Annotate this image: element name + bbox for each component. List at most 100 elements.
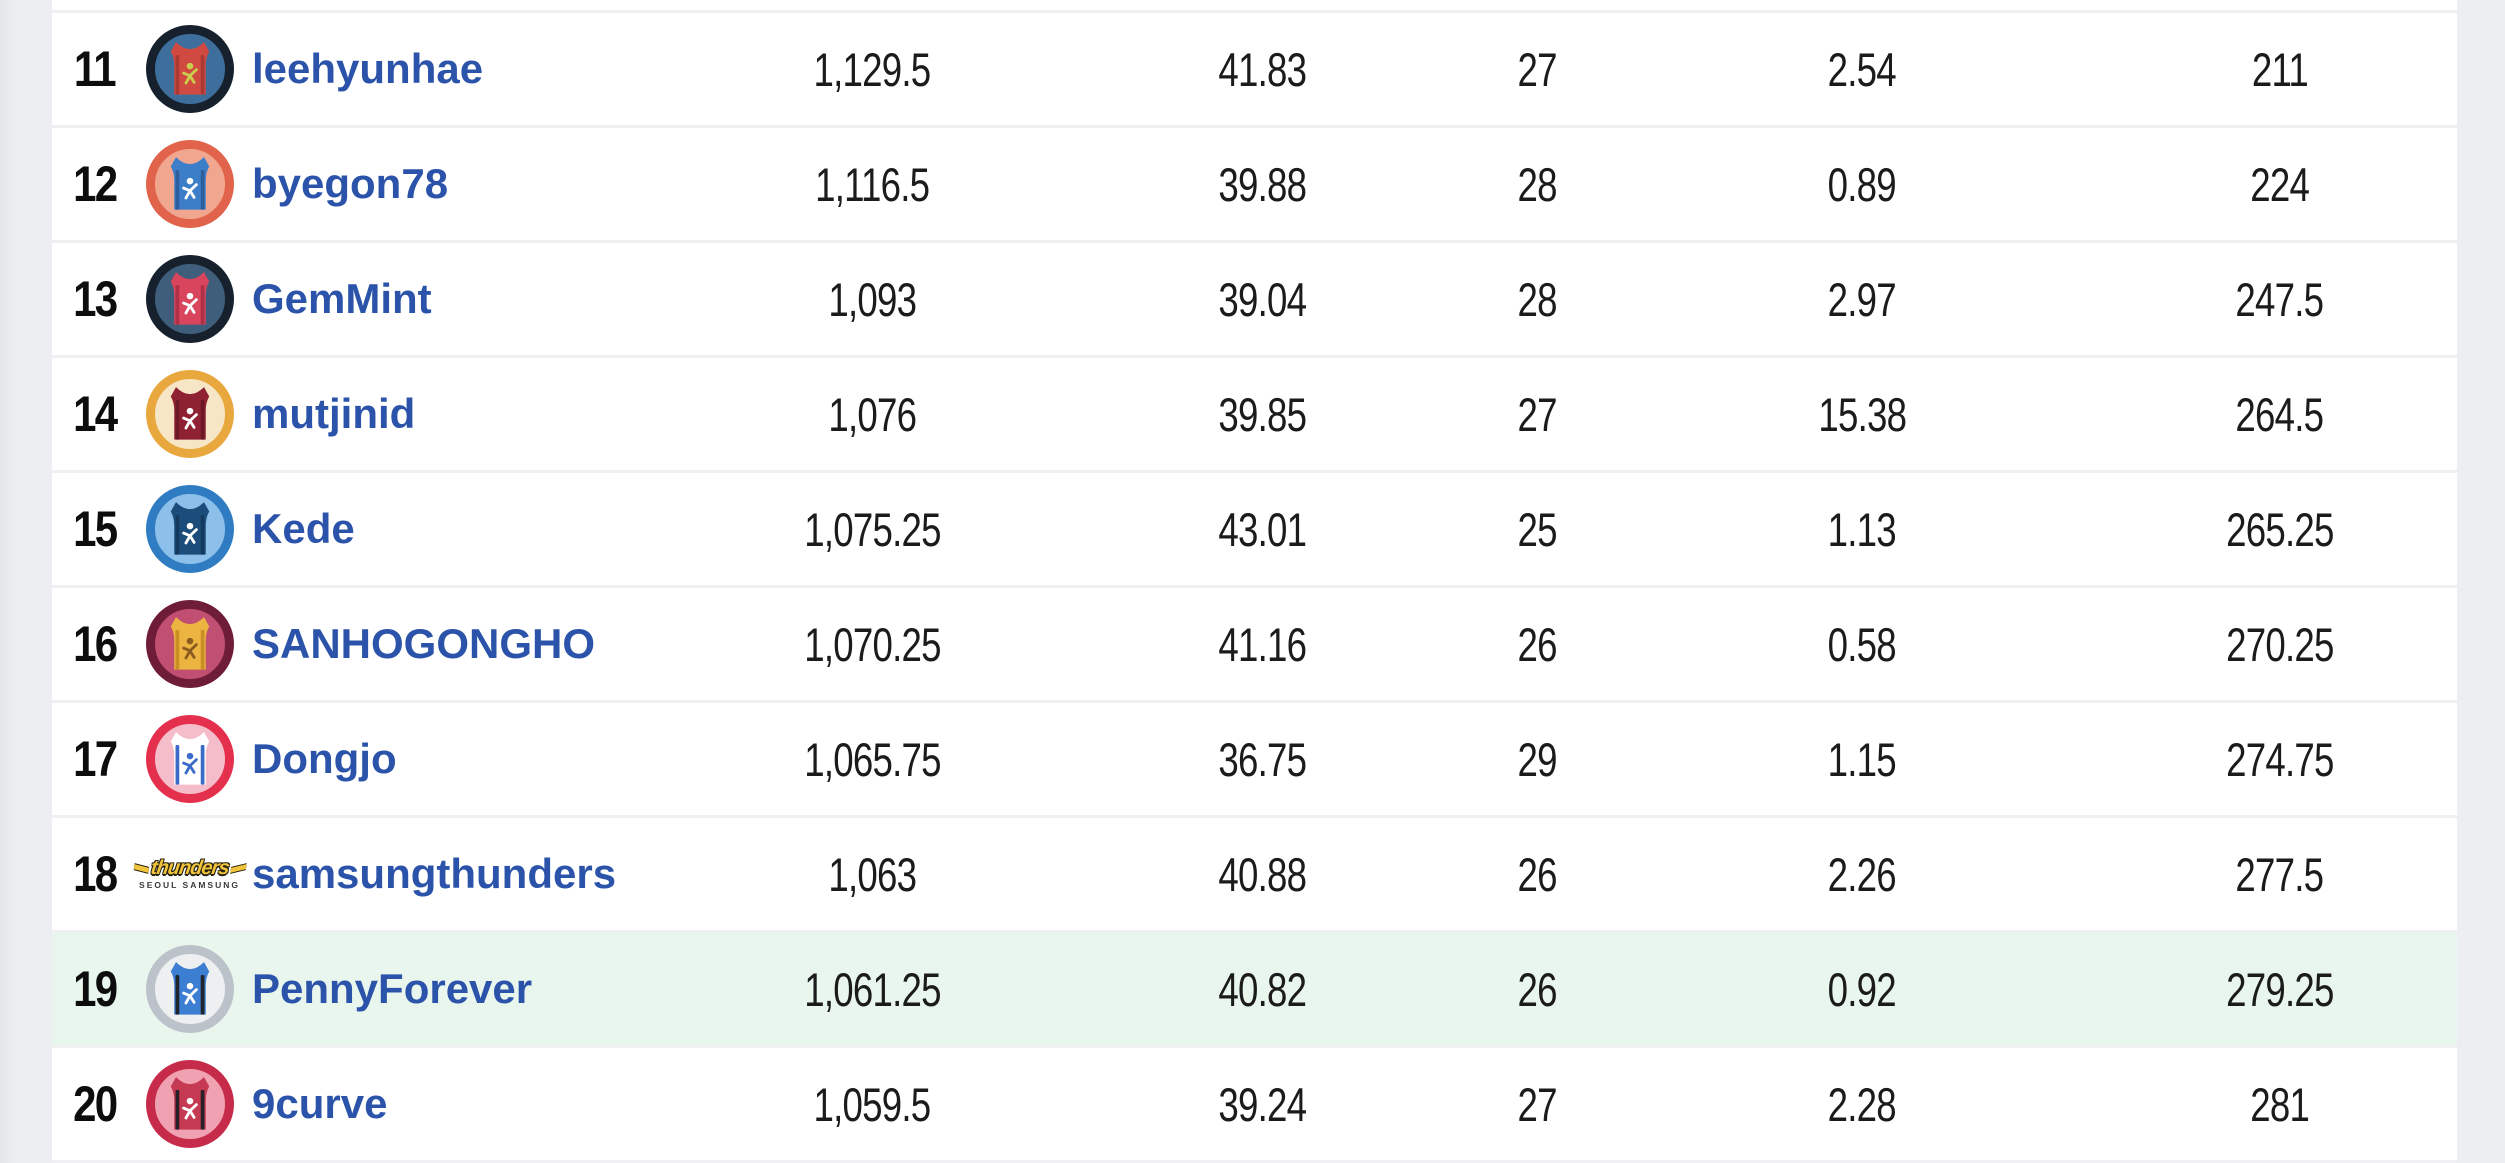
username-link[interactable]: 9curve	[252, 1080, 388, 1127]
average-value: 40.82	[1218, 962, 1307, 1016]
avatar-cell	[137, 25, 242, 113]
points-value: 1,065.75	[803, 732, 941, 786]
team-avatar[interactable]	[145, 255, 234, 343]
average-cell: 39.04	[1072, 272, 1452, 327]
games-value: 26	[1517, 962, 1557, 1016]
thunders-wordmark: thunders	[149, 857, 230, 879]
rank-number: 20	[72, 1076, 118, 1132]
stat4-value: 1.15	[1827, 732, 1897, 786]
jersey-icon	[170, 617, 209, 670]
games-value: 26	[1517, 847, 1557, 901]
average-cell: 41.16	[1072, 617, 1452, 672]
jersey-icon	[170, 387, 209, 440]
table-row: 17 Dongjo 1,065.75 36.75 29	[52, 703, 2457, 818]
average-cell: 39.85	[1072, 387, 1452, 442]
stat5-cell: 224	[2102, 157, 2457, 212]
jersey-icon	[170, 732, 209, 785]
stat5-value: 274.75	[2225, 732, 2334, 786]
jersey-icon	[170, 157, 209, 210]
username-link[interactable]: Kede	[252, 505, 355, 552]
stat4-value: 2.26	[1827, 847, 1897, 901]
leaderboard-body: 11 leehyunhae 1,129.5 41.83 27	[52, 13, 2457, 1163]
thunders-logo[interactable]: thunders SEOUL SAMSUNG	[139, 857, 240, 890]
avatar-cell: thunders SEOUL SAMSUNG	[137, 857, 242, 890]
previous-row-partial	[52, 0, 2457, 13]
rank-cell: 18	[52, 845, 137, 903]
stat5-value: 279.25	[2225, 962, 2334, 1016]
points-cell: 1,065.75	[672, 732, 1072, 787]
stat4-value: 0.58	[1827, 617, 1897, 671]
stat4-value: 0.92	[1827, 962, 1897, 1016]
username-link[interactable]: SANHOGONGHO	[252, 620, 596, 667]
stat5-cell: 211	[2102, 42, 2457, 97]
games-value: 27	[1517, 387, 1557, 441]
average-value: 41.16	[1218, 617, 1307, 671]
jersey-icon	[170, 502, 209, 555]
average-cell: 36.75	[1072, 732, 1452, 787]
games-cell: 28	[1452, 272, 1622, 327]
username-cell: GemMint	[242, 275, 672, 323]
stat5-cell: 264.5	[2102, 387, 2457, 442]
stat5-cell: 274.75	[2102, 732, 2457, 787]
rank-number: 19	[72, 961, 118, 1017]
points-cell: 1,063	[672, 847, 1072, 902]
jersey-icon	[170, 1077, 209, 1130]
average-cell: 39.88	[1072, 157, 1452, 212]
games-cell: 26	[1452, 617, 1622, 672]
table-row: 20 9curve 1,059.5 39.24 27	[52, 1048, 2457, 1163]
team-avatar[interactable]	[145, 140, 234, 228]
rank-number: 18	[72, 846, 118, 902]
stat4-cell: 1.13	[1622, 502, 2102, 557]
username-link[interactable]: PennyForever	[252, 965, 533, 1012]
table-row: 13 GemMint 1,093 39.04 28	[52, 243, 2457, 358]
average-value: 39.04	[1218, 272, 1307, 326]
stat4-value: 15.38	[1818, 387, 1907, 441]
table-row: 11 leehyunhae 1,129.5 41.83 27	[52, 13, 2457, 128]
table-row: 12 byegon78 1,116.5 39.88 28	[52, 128, 2457, 243]
username-link[interactable]: mutjinid	[252, 390, 416, 437]
username-link[interactable]: byegon78	[252, 160, 449, 207]
username-cell: byegon78	[242, 160, 672, 208]
rank-number: 13	[72, 271, 118, 327]
games-value: 26	[1517, 617, 1557, 671]
rank-number: 16	[72, 616, 118, 672]
rank-cell: 13	[52, 270, 137, 328]
stat5-value: 247.5	[2235, 272, 2325, 326]
points-value: 1,129.5	[813, 42, 932, 96]
stat5-cell: 247.5	[2102, 272, 2457, 327]
average-cell: 40.88	[1072, 847, 1452, 902]
points-cell: 1,070.25	[672, 617, 1072, 672]
rank-number: 11	[73, 41, 117, 97]
stat5-cell: 265.25	[2102, 502, 2457, 557]
username-link[interactable]: leehyunhae	[252, 45, 484, 92]
rank-cell: 15	[52, 500, 137, 558]
points-cell: 1,075.25	[672, 502, 1072, 557]
rank-number: 12	[72, 156, 118, 212]
username-link[interactable]: samsungthunders	[252, 850, 617, 897]
thunders-caption: SEOUL SAMSUNG	[139, 880, 240, 890]
team-avatar[interactable]	[145, 715, 234, 803]
username-cell: 9curve	[242, 1080, 672, 1128]
stat4-cell: 2.28	[1622, 1077, 2102, 1132]
rank-cell: 14	[52, 385, 137, 443]
points-cell: 1,061.25	[672, 962, 1072, 1017]
avatar-cell	[137, 945, 242, 1033]
table-row: 18 thunders SEOUL SAMSUNG samsungthunder…	[52, 818, 2457, 933]
team-avatar[interactable]	[145, 25, 234, 113]
username-cell: leehyunhae	[242, 45, 672, 93]
stat4-cell: 2.26	[1622, 847, 2102, 902]
username-link[interactable]: Dongjo	[252, 735, 397, 782]
points-cell: 1,076	[672, 387, 1072, 442]
jersey-icon	[170, 272, 209, 325]
team-avatar[interactable]	[145, 1060, 234, 1148]
average-cell: 40.82	[1072, 962, 1452, 1017]
stat5-value: 281	[2250, 1077, 2310, 1131]
team-avatar[interactable]	[145, 600, 234, 688]
team-avatar[interactable]	[145, 485, 234, 573]
username-link[interactable]: GemMint	[252, 275, 432, 322]
team-avatar[interactable]	[145, 945, 234, 1033]
avatar-cell	[137, 715, 242, 803]
team-avatar[interactable]	[145, 370, 234, 458]
username-cell: Dongjo	[242, 735, 672, 783]
games-cell: 26	[1452, 847, 1622, 902]
